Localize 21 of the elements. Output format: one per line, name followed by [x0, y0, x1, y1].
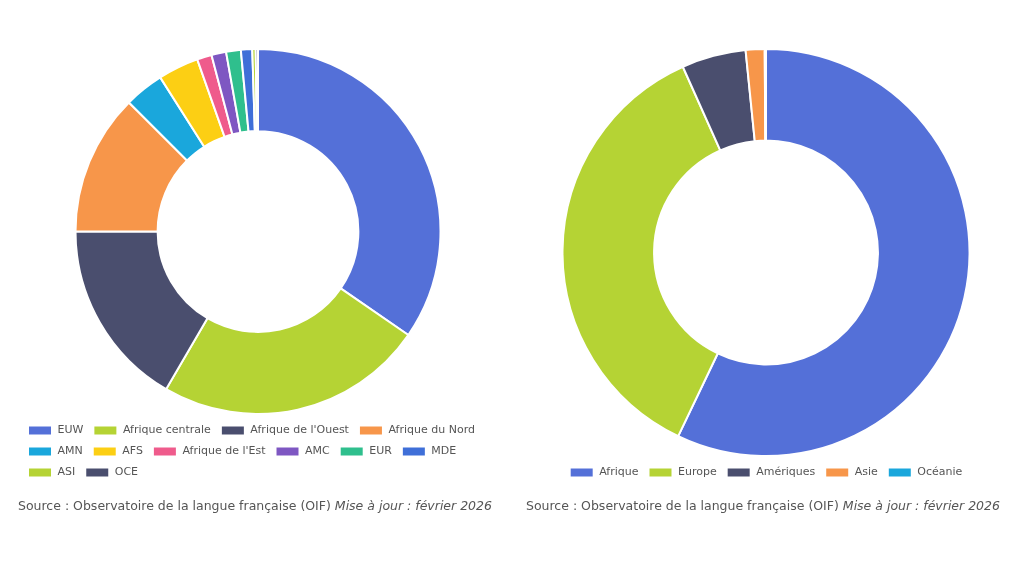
legend-label: Océanie [917, 465, 963, 479]
legend-label: AMC [305, 444, 331, 458]
text: Mise à jour : février 2026 [841, 498, 1000, 513]
legend-label: Afrique de l'Ouest [250, 423, 350, 437]
legend-label: Afrique de l'Est [182, 444, 267, 458]
legend-label: AFS [122, 444, 143, 458]
text: Mise à jour : février 2026 [333, 498, 492, 513]
legend-label: Afrique [599, 465, 639, 479]
legend-label: Asie [854, 465, 879, 479]
legend-label: Afrique centrale [122, 423, 212, 437]
legend-label: ASI [57, 465, 76, 479]
legend-label: Europe [678, 465, 717, 479]
legend-label: MDE [431, 444, 457, 458]
legend-label: Afrique du Nord [388, 423, 475, 437]
source-note: Source : Observatoire de la langue française (OIF) [18, 498, 331, 513]
legend-label: EUR [369, 444, 393, 458]
source-note: Source : Observatoire de la langue française (OIF) [526, 498, 839, 513]
legend-label: AMN [57, 444, 83, 458]
legend-label: EUW [57, 423, 84, 437]
legend-label: Amériques [756, 465, 816, 479]
legend-label: OCE [114, 465, 139, 479]
